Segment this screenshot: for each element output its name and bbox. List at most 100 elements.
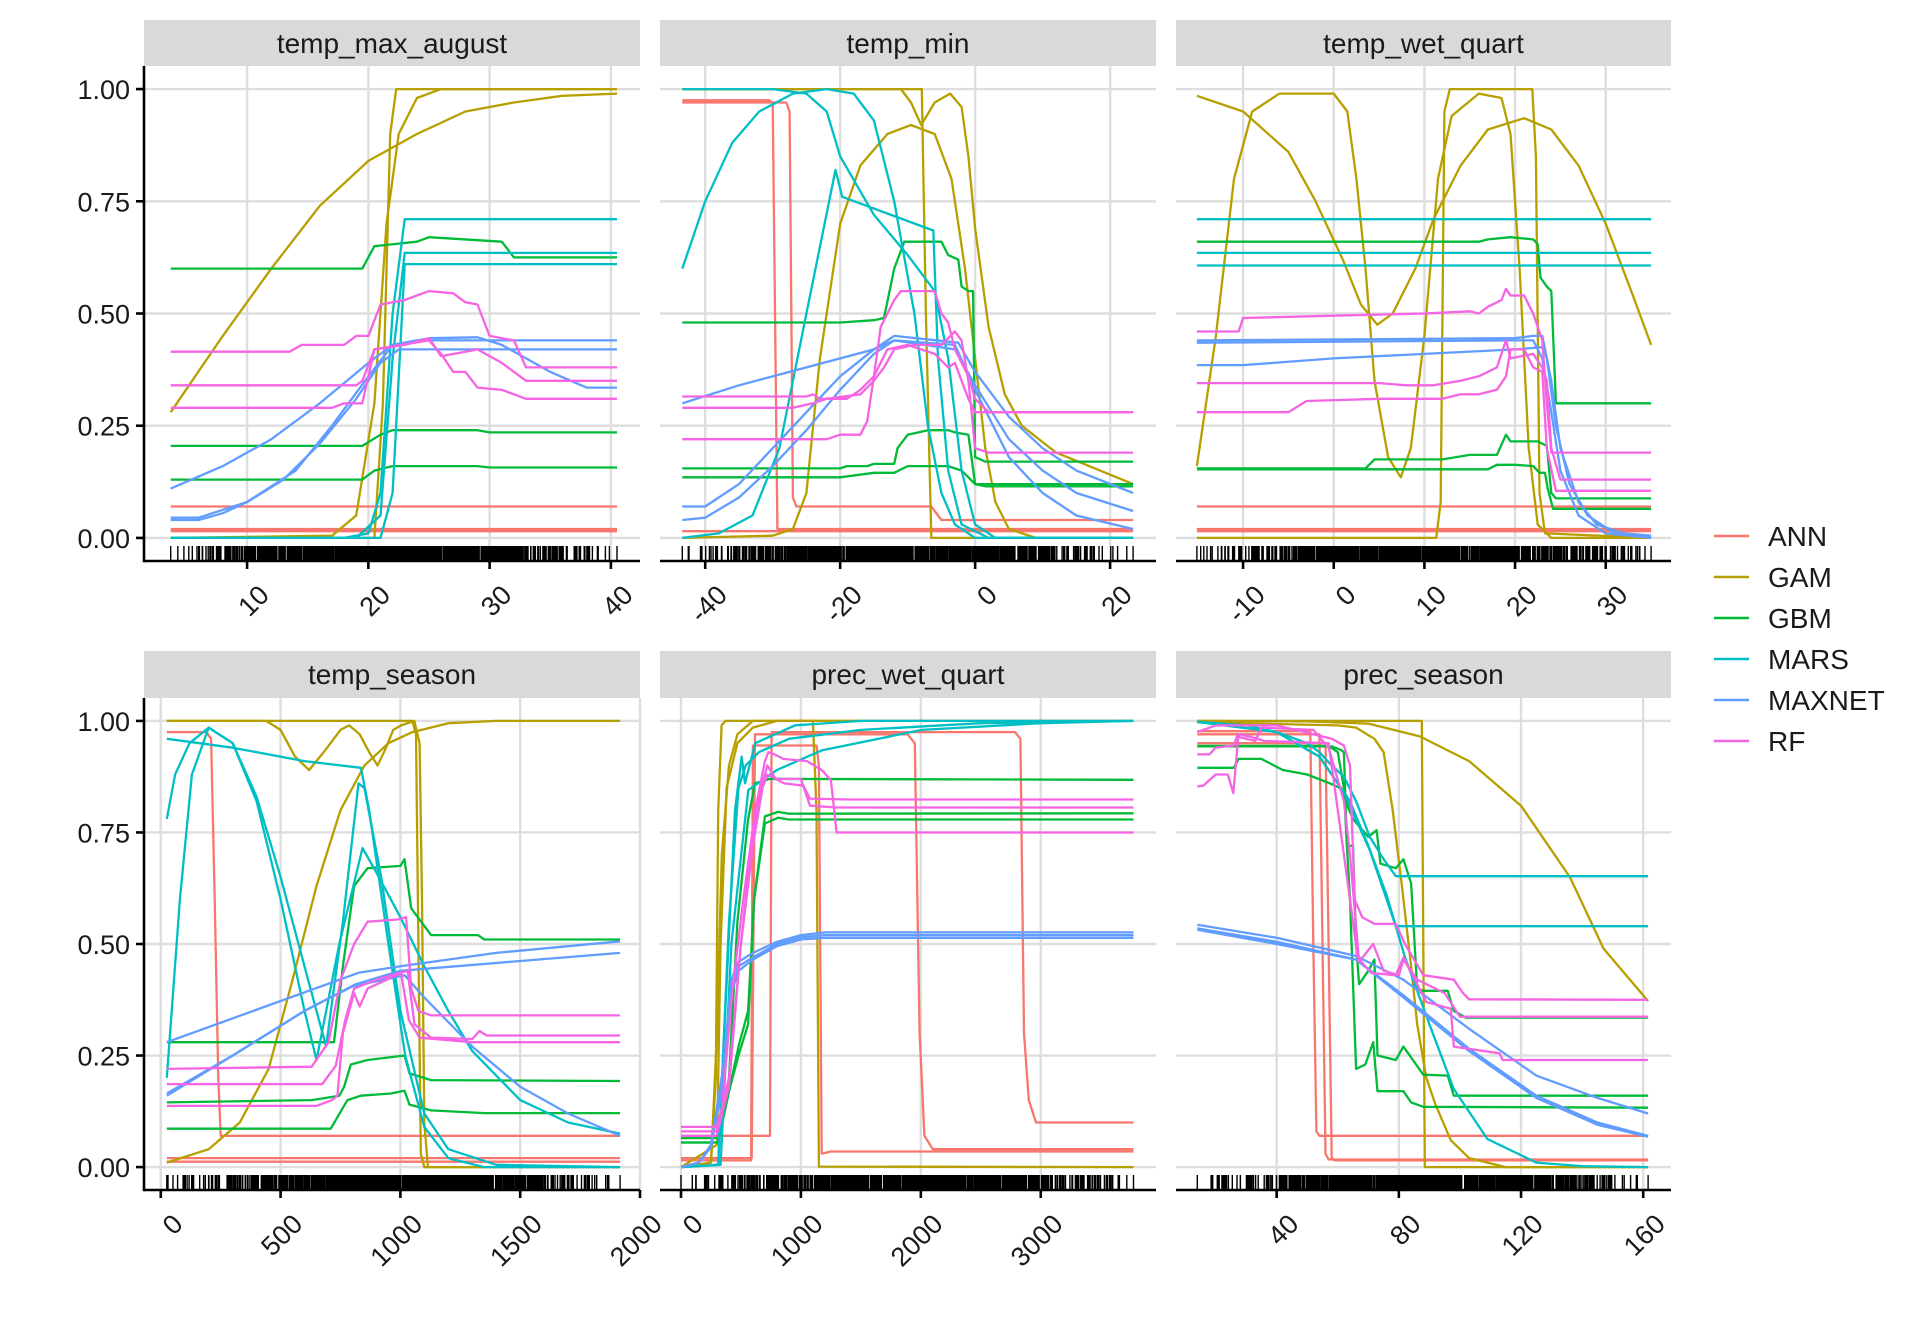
line-ann <box>681 744 1134 1162</box>
facet-title: temp_max_august <box>277 28 508 59</box>
x-tick-label: 80 <box>1384 1209 1426 1251</box>
line-rf <box>1196 339 1652 481</box>
y-tick-label: 1.00 <box>77 707 130 737</box>
x-tick-label: 120 <box>1496 1209 1549 1262</box>
x-tick-label: -40 <box>684 580 733 629</box>
line-gam <box>166 719 621 1169</box>
line-gbm <box>170 464 617 481</box>
line-rf <box>170 339 617 409</box>
facet-title: prec_wet_quart <box>811 659 1004 690</box>
panel-temp_wet_quart: temp_wet_quart -10 0 10 20 30 <box>1176 20 1671 628</box>
legend-item-rf: RF <box>1714 726 1805 757</box>
line-maxnet <box>680 931 1134 1169</box>
line-rf <box>166 916 621 1071</box>
x-tick-label: 1000 <box>765 1209 829 1273</box>
line-gbm <box>170 236 617 270</box>
line-maxnet <box>682 339 1134 513</box>
x-tick-label: 20 <box>1500 580 1542 622</box>
rug <box>170 546 618 560</box>
legend-item-mars: MARS <box>1714 644 1849 675</box>
x-tick-label: 0 <box>1330 580 1362 612</box>
legend-item-ann: ANN <box>1714 521 1827 552</box>
x-tick-label: 0 <box>677 1209 709 1241</box>
line-mars <box>680 719 1134 1169</box>
line-maxnet <box>166 974 621 1137</box>
x-tick-label: 40 <box>596 580 638 622</box>
line-rf <box>166 971 621 1108</box>
x-tick-label: 2000 <box>885 1209 949 1273</box>
facet-title: temp_min <box>847 28 970 59</box>
line-gam <box>680 719 1134 1169</box>
panel-prec_season: prec_season 40 80 120 160 <box>1176 651 1671 1262</box>
line-mars <box>170 262 617 540</box>
y-tick-label: 0.50 <box>77 930 130 960</box>
line-gam <box>1197 721 1649 1169</box>
line-gbm <box>1197 745 1649 1109</box>
line-rf <box>1196 348 1652 492</box>
y-tick-label: 0.25 <box>77 1042 130 1072</box>
line-rf <box>170 337 617 387</box>
y-tick-label: 0.25 <box>77 412 130 442</box>
line-rf <box>682 330 1134 454</box>
legend: ANN GAM GBM MARS MAXNET RF <box>1714 521 1885 757</box>
line-gam <box>166 719 621 1164</box>
line-rf <box>682 343 1134 441</box>
line-mars <box>165 726 621 1135</box>
line-gbm <box>166 1054 621 1104</box>
line-gam <box>1196 94 1653 346</box>
line-rf <box>1196 287 1652 454</box>
line-ann <box>166 730 621 1137</box>
rug <box>680 1175 1135 1189</box>
line-rf <box>1196 724 1649 1001</box>
legend-label: MAXNET <box>1768 685 1885 716</box>
facet-strip <box>660 20 1156 66</box>
line-maxnet <box>1196 334 1652 537</box>
line-gbm <box>1196 236 1652 405</box>
line-gbm <box>682 429 1134 486</box>
x-tick-label: 30 <box>1591 580 1633 622</box>
facet-strip <box>144 651 640 698</box>
x-tick-label: 40 <box>1262 1209 1304 1251</box>
rug <box>1196 546 1652 560</box>
x-tick-label: 10 <box>232 580 274 622</box>
line-gam <box>1197 719 1649 1169</box>
line-gam <box>682 87 1134 486</box>
line-maxnet <box>680 933 1134 1169</box>
line-ann <box>682 101 1134 522</box>
x-tick-label: 10 <box>1410 580 1452 622</box>
x-tick-label: 20 <box>354 580 396 622</box>
line-mars <box>681 87 1134 540</box>
x-tick-label: 20 <box>1095 580 1137 622</box>
line-maxnet <box>1196 339 1652 540</box>
legend-label: GBM <box>1768 603 1832 634</box>
line-ann <box>681 730 1134 1137</box>
line-maxnet <box>682 339 1134 531</box>
y-tick-label: 0.00 <box>77 1153 130 1183</box>
panel-temp_min: temp_min -40 -20 0 20 <box>660 20 1156 628</box>
facet-title: temp_season <box>308 659 476 690</box>
line-gbm <box>682 464 1134 488</box>
rug <box>1196 1175 1649 1189</box>
line-maxnet <box>170 348 617 522</box>
legend-label: ANN <box>1768 521 1827 552</box>
legend-item-maxnet: MAXNET <box>1714 685 1885 716</box>
panel-prec_wet_quart: prec_wet_quart 0 1000 2000 3000 <box>660 651 1156 1272</box>
legend-item-gbm: GBM <box>1714 603 1832 634</box>
x-tick-label: 30 <box>475 580 517 622</box>
line-mars <box>682 87 1134 540</box>
y-tick-label: 0.75 <box>77 818 130 848</box>
line-mars <box>1197 720 1649 1169</box>
x-tick-label: 500 <box>255 1209 308 1262</box>
line-rf <box>681 773 1134 1137</box>
panel-temp_max_august: temp_max_august 10 20 30 40 0.00 0.25 0.50 0.75 1… <box>77 20 640 622</box>
line-rf <box>1197 726 1649 1018</box>
facet-title: temp_wet_quart <box>1323 28 1524 59</box>
line-gam <box>169 92 618 413</box>
x-tick-label: 160 <box>1618 1209 1671 1262</box>
legend-label: MARS <box>1768 644 1849 675</box>
x-tick-label: 0 <box>971 580 1003 612</box>
line-rf <box>682 289 1134 414</box>
line-ann <box>681 733 1134 1160</box>
y-tick-label: 1.00 <box>77 75 130 105</box>
